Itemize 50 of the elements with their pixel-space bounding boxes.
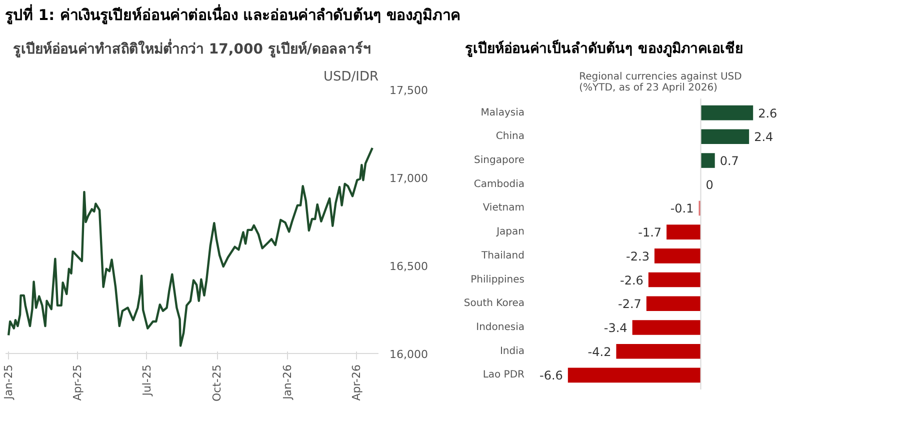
x-tick-label: Apr-25	[70, 364, 84, 401]
data-label: -6.6	[539, 368, 563, 383]
data-label: 0	[706, 178, 714, 192]
data-label: -1.7	[638, 226, 662, 240]
data-label: 0.7	[720, 154, 739, 168]
bar	[700, 153, 715, 168]
data-label: -4.2	[588, 344, 612, 359]
bar	[700, 105, 754, 120]
line-series	[7, 146, 374, 347]
data-label: -2.3	[626, 249, 650, 264]
y-tick-label: Indonesia	[476, 322, 524, 333]
chart-title: รูปที่ 1: ค่าเงินรูเปียห์อ่อนค่าต่อเนื่อง และอ่อนค่าลำดับต้นๆ ของภูมิภาค	[5, 5, 460, 26]
bar	[648, 272, 701, 288]
y-tick-label: Thailand	[480, 250, 525, 262]
chart-subtitle: รูเปียห์อ่อนค่าทำสถิติใหม่ต่ำกว่า 17,000 รูเปียห์/ดอลลาร์ฯ	[13, 38, 371, 58]
x-tick-label: Oct-25	[210, 364, 224, 402]
y-tick-label: China	[496, 131, 525, 142]
data-label: -0.1	[670, 202, 694, 216]
bar	[666, 224, 701, 240]
chart-subtitle: Regional currencies against USD (%YTD, as of 23 April 2026)	[579, 72, 742, 94]
y-tick-label: Cambodia	[474, 178, 525, 190]
y-tick-label: 16,000	[390, 348, 428, 361]
y-tick-label: 17,500	[390, 84, 428, 97]
y-tick-label: Lao PDR	[482, 370, 525, 381]
data-label: -2.6	[620, 273, 644, 288]
data-label: 2.4	[754, 130, 774, 144]
chart-title: รูเปียห์อ่อนค่าเป็นลำดับต้นๆ ของภูมิภาคเอเชีย	[465, 39, 743, 59]
bar	[568, 368, 701, 383]
data-label: 2.6	[758, 106, 778, 120]
y-tick-label: Japan	[496, 226, 524, 238]
bar	[654, 248, 701, 264]
x-tick-label: Jul-25	[140, 364, 154, 397]
y-tick-label: Singapore	[474, 155, 525, 166]
x-tick-label: Jan-25	[2, 364, 16, 400]
y-tick-label: Vietnam	[482, 202, 525, 214]
bar	[700, 129, 750, 144]
bar	[646, 296, 701, 312]
data-label: -2.7	[618, 297, 642, 312]
y-tick-label: Philippines	[470, 274, 525, 286]
x-tick-label: Jan-26	[281, 364, 294, 400]
data-label: -3.4	[604, 320, 628, 335]
bar	[632, 320, 701, 335]
y-axis-title: USD/IDR	[323, 70, 379, 84]
y-tick-label: 17,000	[390, 172, 428, 185]
y-tick-label: South Korea	[464, 298, 525, 310]
bar	[616, 344, 701, 359]
x-tick-label: Apr-26	[350, 364, 363, 401]
y-tick-label: India	[500, 346, 525, 357]
y-tick-label: Malaysia	[480, 107, 525, 118]
y-tick-label: 16,500	[390, 260, 428, 273]
